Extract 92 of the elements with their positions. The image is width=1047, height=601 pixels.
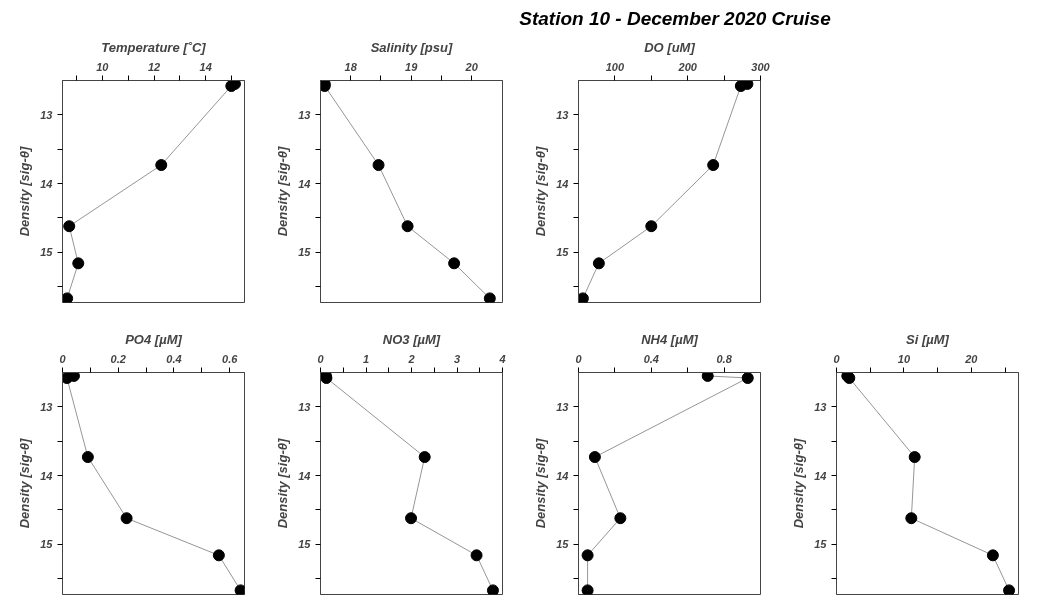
x-tick-label: 0 (317, 352, 325, 365)
x-tick-label: 4 (498, 352, 506, 365)
point (470, 549, 483, 562)
y-tick-label: 15 (298, 246, 312, 259)
point (701, 372, 714, 382)
x-tick-label: 0.2 (110, 352, 126, 365)
point (63, 220, 76, 233)
y-tick-label: 13 (40, 108, 53, 121)
y-tick-label: 14 (556, 177, 569, 190)
point (741, 372, 754, 384)
y-axis-title: Density [sig-θ] (275, 146, 291, 237)
point (645, 220, 658, 233)
y-tick-label: 13 (298, 108, 311, 121)
x-tick-label: 0 (59, 352, 67, 365)
y-tick-label: 13 (298, 400, 311, 413)
point (581, 549, 594, 562)
point (581, 584, 594, 595)
y-axis-title: Density [sig-θ] (17, 146, 33, 237)
point (486, 584, 499, 595)
y-tick-label: 14 (40, 469, 53, 482)
y-axis-title: Density [sig-θ] (533, 438, 549, 529)
point (418, 451, 431, 464)
x-tick-label: 0.4 (643, 352, 659, 365)
x-axis-title: NO3 [µM] (382, 331, 441, 347)
x-tick-label: 0 (833, 352, 841, 365)
point (905, 512, 918, 525)
x-axis-title: DO [uM] (644, 39, 696, 55)
x-tick-label: 2 (407, 352, 415, 365)
x-tick-label: 0 (575, 352, 583, 365)
y-axis-title: Density [sig-θ] (791, 438, 807, 529)
x-tick-label: 200 (677, 60, 698, 73)
point (81, 451, 94, 464)
x-tick-label: 20 (964, 352, 979, 365)
x-tick-label: 0.6 (222, 352, 239, 365)
point (1003, 584, 1016, 595)
x-tick-label: 14 (199, 60, 212, 73)
y-tick-label: 13 (556, 400, 569, 413)
y-tick-label: 13 (556, 108, 569, 121)
y-axis-title: Density [sig-θ] (533, 146, 549, 237)
x-tick-label: 0.8 (716, 352, 733, 365)
y-tick-label: 14 (814, 469, 827, 482)
x-tick-label: 10 (897, 352, 911, 365)
chart-title: Station 10 - December 2020 Cruise (519, 7, 831, 31)
x-axis-title: Temperature [˚C] (101, 39, 207, 55)
x-tick-label: 100 (605, 60, 625, 73)
y-tick-label: 13 (40, 400, 53, 413)
point (592, 257, 605, 270)
point (120, 512, 133, 525)
y-tick-label: 13 (814, 400, 827, 413)
x-tick-label: 18 (344, 60, 358, 73)
point (986, 549, 999, 562)
point (62, 292, 74, 303)
point (155, 159, 168, 172)
x-tick-label: 300 (751, 60, 771, 73)
point (448, 257, 461, 270)
x-tick-label: 10 (96, 60, 110, 73)
y-axis-title: Density [sig-θ] (275, 438, 291, 529)
point (614, 512, 627, 525)
y-tick-label: 15 (556, 538, 570, 551)
point (405, 512, 418, 525)
point (62, 372, 73, 384)
y-tick-label: 14 (298, 469, 311, 482)
y-tick-label: 15 (298, 538, 312, 551)
point (212, 549, 225, 562)
y-tick-label: 15 (40, 246, 54, 259)
y-tick-label: 15 (556, 246, 570, 259)
x-tick-label: 0.4 (166, 352, 182, 365)
x-axis-title: Salinity [psu] (370, 39, 453, 55)
y-tick-label: 15 (40, 538, 54, 551)
point (401, 220, 414, 233)
point (578, 292, 589, 303)
x-axis-title: Si [µM] (906, 331, 950, 347)
point (72, 257, 85, 270)
y-tick-label: 14 (556, 469, 569, 482)
y-tick-label: 14 (298, 177, 311, 190)
x-tick-label: 1 (362, 352, 370, 365)
y-axis-title: Density [sig-θ] (17, 438, 33, 529)
point (483, 292, 496, 303)
x-tick-label: 20 (464, 60, 479, 73)
point (372, 159, 385, 172)
y-tick-label: 14 (40, 177, 53, 190)
point (908, 451, 921, 464)
point (707, 159, 720, 172)
x-tick-label: 19 (405, 60, 419, 73)
point (588, 451, 601, 464)
x-axis-title: PO4 [µM] (125, 331, 183, 347)
point (734, 80, 747, 92)
x-axis-title: NH4 [µM] (641, 331, 699, 347)
point (234, 584, 245, 595)
y-tick-label: 15 (814, 538, 828, 551)
x-tick-label: 3 (453, 352, 461, 365)
x-tick-label: 12 (147, 60, 161, 73)
